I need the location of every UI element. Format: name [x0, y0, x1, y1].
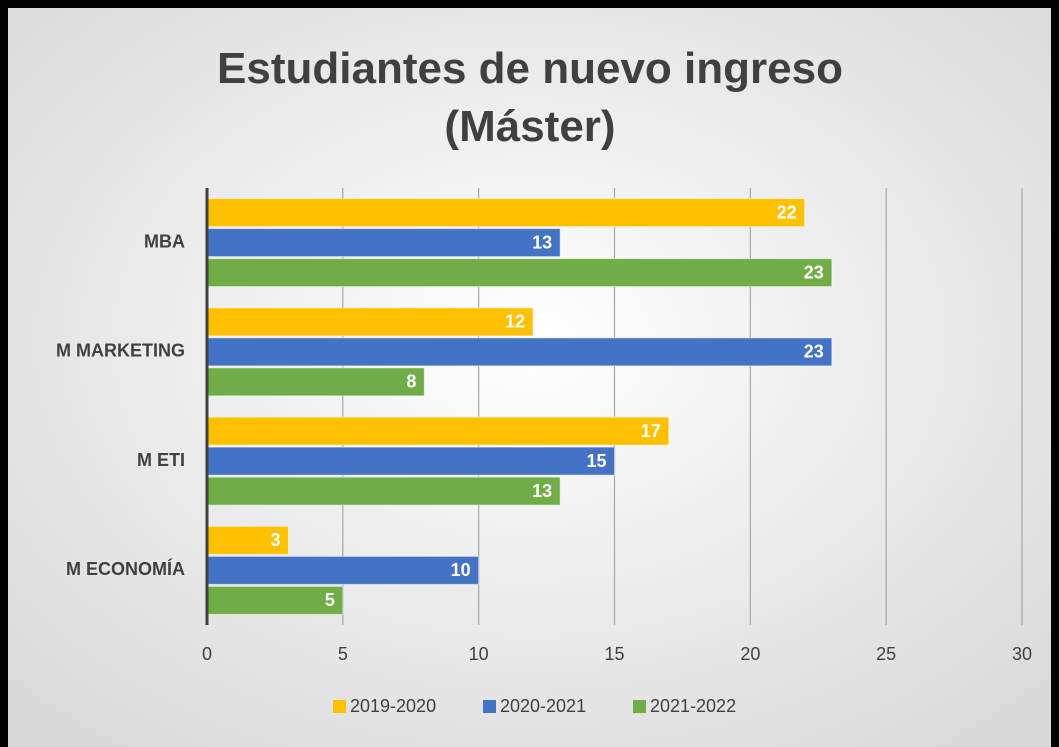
bar — [206, 337, 833, 367]
data-label: 17 — [641, 421, 661, 441]
x-tick-label: 10 — [469, 644, 489, 664]
bar — [206, 446, 615, 476]
bar — [206, 555, 480, 585]
legend-swatch — [483, 700, 496, 713]
data-label: 8 — [406, 372, 416, 392]
chart-title: Estudiantes de nuevo ingreso (Máster) — [217, 44, 843, 151]
bar — [206, 198, 806, 228]
x-tick-label: 15 — [604, 644, 624, 664]
x-tick-label: 30 — [1012, 644, 1032, 664]
data-label: 13 — [532, 481, 552, 501]
legend-label: 2020-2021 — [500, 696, 586, 716]
data-label: 5 — [325, 590, 335, 610]
chart-background — [8, 8, 1051, 747]
data-label: 3 — [270, 530, 280, 550]
bar — [206, 258, 833, 288]
bar — [206, 367, 425, 397]
data-label: 22 — [777, 202, 797, 222]
data-label: 15 — [586, 451, 606, 471]
bar — [206, 585, 344, 615]
x-tick-label: 20 — [740, 644, 760, 664]
data-label: 10 — [451, 560, 471, 580]
data-label: 23 — [804, 262, 824, 282]
bar — [206, 228, 561, 258]
x-tick-label: 0 — [202, 644, 212, 664]
x-tick-label: 5 — [338, 644, 348, 664]
bar — [206, 416, 670, 446]
legend-swatch — [333, 700, 346, 713]
bar — [206, 525, 289, 555]
data-label: 12 — [505, 312, 525, 332]
bar — [206, 476, 561, 506]
data-label: 13 — [532, 232, 552, 252]
data-label: 23 — [804, 342, 824, 362]
legend-label: 2019-2020 — [350, 696, 436, 716]
legend-swatch — [633, 700, 646, 713]
y-tick-label: M ECONOMÍA — [66, 558, 185, 579]
bar — [206, 307, 534, 337]
y-tick-label: MBA — [144, 231, 185, 251]
y-tick-label: M MARKETING — [56, 341, 185, 361]
y-tick-label: M ETI — [137, 450, 185, 470]
legend-label: 2021-2022 — [650, 696, 736, 716]
x-tick-label: 25 — [876, 644, 896, 664]
